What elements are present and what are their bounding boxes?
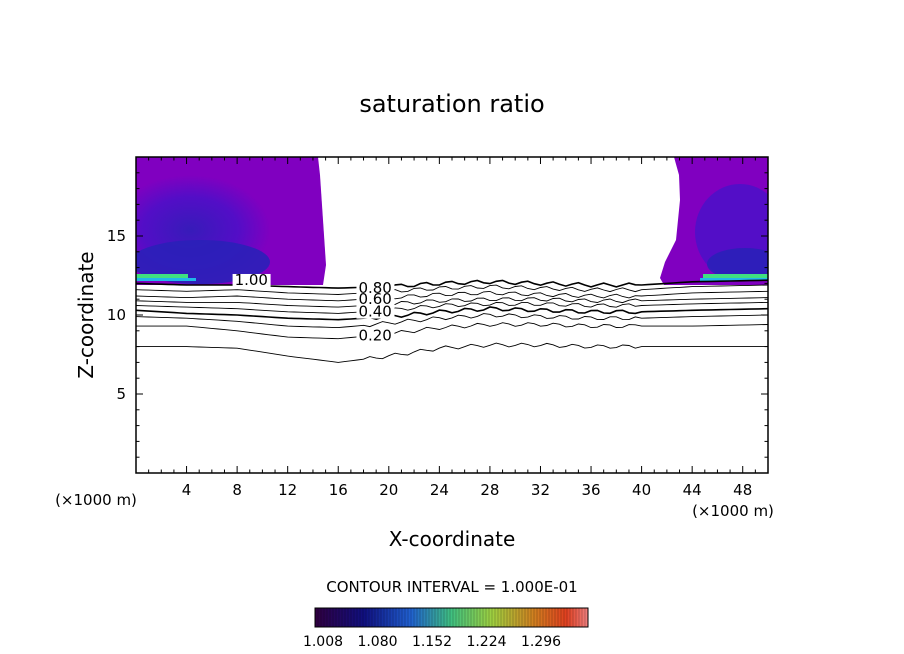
right-green-band [703,274,768,278]
contour-lines [136,279,768,363]
y-tick-label: 10 [107,306,126,324]
colorbar-tick-label: 1.152 [412,634,452,650]
contour-label-bg [232,273,271,287]
colorbar-tick-label: 1.296 [521,634,561,650]
contour-line [136,306,768,321]
x-tick-label: 40 [632,481,651,499]
x-tick-label: 32 [531,481,550,499]
contour-label-bg [356,305,395,319]
filled-regions [136,157,768,285]
colorbar-tick-label: 1.008 [303,634,343,650]
colorbar-gradient [314,607,589,628]
contour-label-bg [356,281,395,295]
colorbar-tick-label: 1.224 [466,634,506,650]
x-tick-label: 8 [232,481,242,499]
x-axis-ticks: 4 8 12 16 20 24 28 32 36 40 44 48 [135,157,769,499]
contour-line [136,313,768,329]
x-tick-label: 4 [182,481,192,499]
contour-line [136,284,768,295]
colorbar-tick-label: 1.080 [357,634,397,650]
x-tick-label: 24 [430,481,449,499]
right-cyan-band [700,278,768,281]
x-tick-label: 28 [480,481,499,499]
contour-line [136,301,768,314]
x-unit-label-right: (×1000 m) [692,502,774,520]
contour-line [136,290,768,302]
contour-label-bg [356,292,395,306]
left-deeper-zone [136,240,270,284]
y-tick-label: 5 [116,385,126,403]
right-deeper-zone [707,248,768,280]
contour-interval-label: CONTOUR INTERVAL = 1.000E-01 [326,578,577,596]
x-tick-label: 16 [329,481,348,499]
colorbar-tick-labels: 1.008 1.080 1.152 1.224 1.296 [303,634,561,650]
x-axis-label: X-coordinate [389,527,516,551]
x-unit-label-left: (×1000 m) [55,491,137,509]
contour-label: 0.40 [358,303,391,321]
contour-line [136,322,768,340]
contour-label: 0.80 [358,279,391,297]
x-tick-label: 20 [379,481,398,499]
contour-label-bg [356,329,395,343]
colorbar-segments [317,608,586,627]
left-green-band [136,274,188,278]
left-cyan-band [136,278,196,281]
x-tick-label: 44 [683,481,702,499]
y-tick-label: 15 [107,227,126,245]
x-tick-label: 48 [733,481,752,499]
x-tick-label: 12 [278,481,297,499]
contour-label: 0.20 [358,326,391,344]
contour-line [136,297,768,308]
contour-label: 0.60 [358,290,391,308]
y-axis-label: Z-coordinate [74,251,98,378]
colorbar [314,607,589,628]
contour-label: 1.00 [235,271,268,289]
chart-title: saturation ratio [359,90,544,118]
x-tick-label: 36 [581,481,600,499]
contour-labels: 1.00 0.800.600.40 0.20 [232,271,395,344]
contour-line [136,342,768,363]
y-axis-ticks: 5 10 15 [107,156,768,474]
